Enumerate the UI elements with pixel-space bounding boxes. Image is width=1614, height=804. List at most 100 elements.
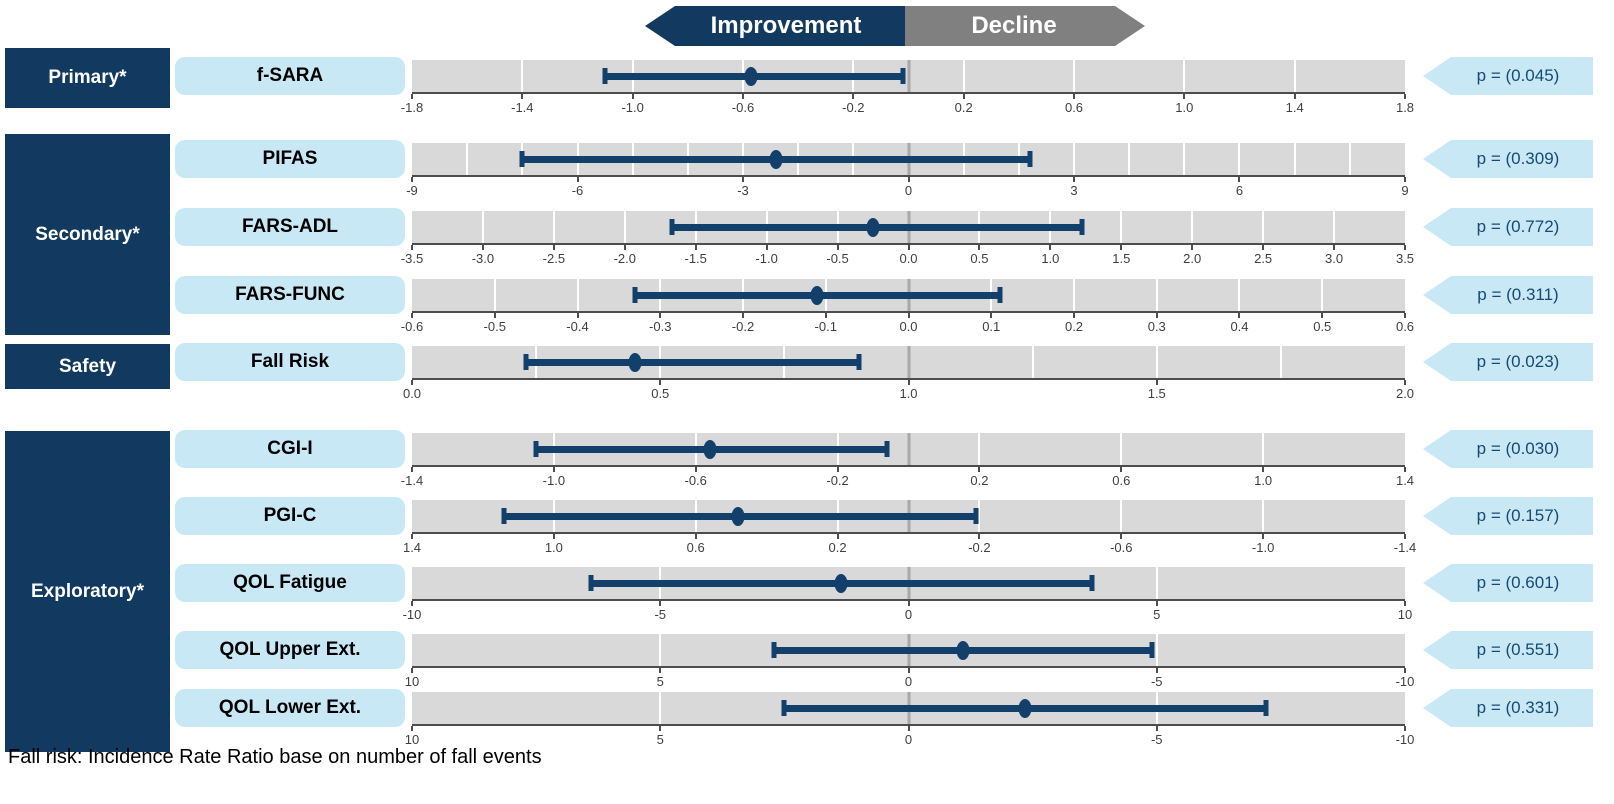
axis-tick-label: -1.0 xyxy=(542,473,566,488)
axis-tick-label: 0 xyxy=(904,732,913,747)
gridline xyxy=(623,211,626,243)
endpoint-label: CGI-I xyxy=(267,438,313,459)
axis-tick xyxy=(1073,94,1075,99)
p-value-text: p = (0.331) xyxy=(1476,698,1560,717)
axis-line xyxy=(411,666,1406,673)
p-value-text: p = (0.601) xyxy=(1476,573,1560,592)
gridline xyxy=(1120,500,1123,532)
endpoint-label-box: PGI-C xyxy=(175,497,405,535)
axis-tick-label: 1.5 xyxy=(1147,386,1166,401)
axis-tick xyxy=(576,313,579,318)
gridline xyxy=(978,433,981,465)
axis-tick-label: 1.0 xyxy=(1041,251,1060,266)
axis-tick-label: -0.1 xyxy=(814,319,837,334)
axis-tick xyxy=(1404,668,1406,673)
axis-line xyxy=(411,243,1406,250)
ci-track xyxy=(412,143,1405,175)
endpoint-label: f-SARA xyxy=(256,65,324,86)
axis-tick-label: 2.5 xyxy=(1254,251,1273,266)
ci-cap-left xyxy=(771,642,777,658)
axis-tick xyxy=(1155,380,1158,385)
decline-label: Decline xyxy=(971,12,1057,39)
point-estimate xyxy=(834,573,848,593)
axis-tick xyxy=(659,380,662,385)
axis-tick-label: 10 xyxy=(404,732,420,747)
axis-tick xyxy=(1321,313,1324,318)
endpoint-label-box: QOL Lower Ext. xyxy=(175,689,405,727)
endpoint-label: QOL Fatigue xyxy=(233,572,347,593)
axis-tick xyxy=(694,534,697,539)
axis-tick-label: -1.4 xyxy=(511,100,534,115)
p-value-tag: p = (0.601) xyxy=(1423,564,1593,602)
axis-tick-label: -1.0 xyxy=(621,100,644,115)
category-label: Exploratory* xyxy=(31,580,144,602)
point-estimate xyxy=(628,352,642,372)
point-estimate xyxy=(956,640,970,660)
axis-tick-label: 0.5 xyxy=(970,251,989,266)
axis-tick-label: 1.0 xyxy=(899,386,918,401)
category-box-safety: Safety xyxy=(5,344,170,389)
endpoint-label: FARS-ADL xyxy=(241,216,339,237)
p-value-tag: p = (0.045) xyxy=(1423,57,1593,95)
axis-tick xyxy=(978,245,981,250)
ci-track xyxy=(412,433,1405,465)
axis-tick-label: 1.4 xyxy=(1285,100,1304,115)
axis-tick-label: -2.5 xyxy=(542,251,566,266)
axis-tick xyxy=(1404,601,1406,606)
axis-tick-label: 0.0 xyxy=(402,386,422,401)
axis-tick-label: 1.5 xyxy=(1112,251,1131,266)
axis-tick xyxy=(1404,177,1406,182)
axis-tick-labels: -1.8 -1.4 -1.0 -0.6 -0.2 0.2 0.6 1.0 1.4 1.8 xyxy=(401,100,1414,116)
category-label: Safety xyxy=(58,355,117,377)
endpoint-label-box: QOL Upper Ext. xyxy=(175,631,405,669)
p-value-tag: p = (0.311) xyxy=(1423,276,1593,314)
gridline xyxy=(1238,143,1241,175)
axis-tick-label: 0.5 xyxy=(1313,319,1332,334)
axis-tick-label: 0.2 xyxy=(828,540,847,555)
ci-cap-left xyxy=(588,575,594,591)
axis-tick xyxy=(411,467,413,472)
axis-tick xyxy=(836,245,839,250)
axis-tick-label: 1.0 xyxy=(1254,473,1273,488)
gridline xyxy=(1155,279,1158,311)
axis-tick-label: 0.0 xyxy=(899,319,918,334)
gridline xyxy=(1279,346,1282,378)
p-value-tag: p = (0.030) xyxy=(1423,430,1593,468)
axis-tick xyxy=(1404,726,1406,731)
axis-tick xyxy=(552,467,555,472)
gridline xyxy=(481,211,484,243)
gridline xyxy=(466,143,469,175)
axis-tick-label: 1.0 xyxy=(1175,100,1194,115)
p-value-text: p = (0.309) xyxy=(1476,149,1560,168)
axis-tick xyxy=(824,313,827,318)
axis-tick-label: 0.4 xyxy=(1230,319,1249,334)
ci-track xyxy=(412,567,1405,599)
ci-cap-left xyxy=(632,287,638,303)
axis-tick-label: -0.2 xyxy=(826,473,849,488)
axis-tick-label: 0.6 xyxy=(1064,100,1084,115)
axis-tick-label: 0.6 xyxy=(1395,319,1415,334)
gridline xyxy=(1073,279,1075,311)
axis-tick-label: -0.5 xyxy=(826,251,849,266)
gridline xyxy=(1191,211,1194,243)
axis-tick-label: -1.4 xyxy=(1393,540,1417,555)
ci-cap-left xyxy=(533,441,539,457)
gridline xyxy=(1120,211,1123,243)
axis-tick-label: 0 xyxy=(904,674,913,689)
axis-tick-label: 1.8 xyxy=(1395,100,1415,115)
ci-cap-right xyxy=(997,287,1003,303)
gridline xyxy=(978,500,981,532)
improvement-label: Improvement xyxy=(710,12,862,39)
gridline xyxy=(1120,433,1123,465)
ci-cap-right xyxy=(1263,700,1269,716)
point-estimate xyxy=(866,217,880,237)
ci-track xyxy=(412,60,1405,92)
axis-tick-label: -3.0 xyxy=(471,251,495,266)
axis-tick-label: -0.2 xyxy=(842,100,865,115)
axis-tick xyxy=(411,726,413,731)
decline-direction-arrow: Decline xyxy=(905,6,1145,46)
axis-tick-label: 6 xyxy=(1235,183,1244,198)
axis-tick-label: -5 xyxy=(1150,674,1163,689)
axis-tick xyxy=(552,245,555,250)
